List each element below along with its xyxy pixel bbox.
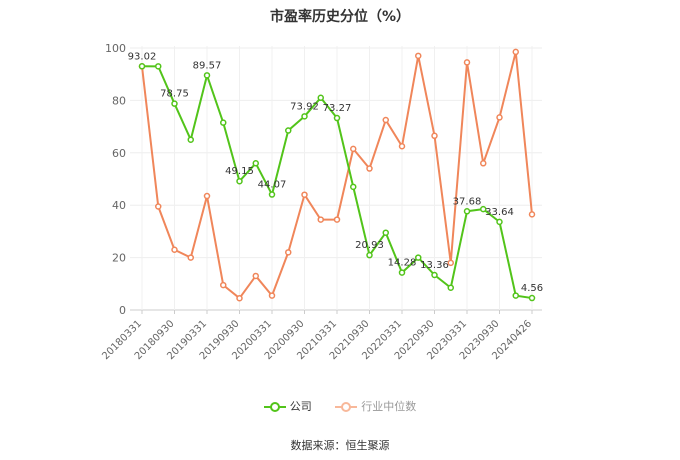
y-tick-label: 0 xyxy=(119,304,126,317)
data-point xyxy=(187,136,194,143)
legend-company-marker-icon xyxy=(263,402,286,412)
data-point xyxy=(447,284,454,291)
chart-title: 市盈率历史分位（%） xyxy=(269,9,411,25)
data-point xyxy=(155,203,162,210)
data-point xyxy=(366,165,373,172)
data-point xyxy=(366,251,373,259)
data-point xyxy=(398,269,406,276)
data-point xyxy=(155,63,162,70)
data-label: 73.27 xyxy=(323,103,352,114)
data-point xyxy=(333,114,341,122)
data-label: 44.07 xyxy=(258,180,287,191)
data-point xyxy=(187,254,194,261)
legend-item-industry-median[interactable]: 行业中位数 xyxy=(335,398,416,414)
data-point xyxy=(171,100,178,107)
data-label: 93.02 xyxy=(128,51,157,62)
data-point xyxy=(463,208,471,215)
data-point xyxy=(268,292,276,299)
data-label: 89.57 xyxy=(193,60,222,71)
data-source: 数据来源：恒生聚源 xyxy=(290,439,390,452)
data-point xyxy=(431,132,438,140)
y-tick-label: 100 xyxy=(105,42,126,55)
data-point xyxy=(463,59,471,66)
data-label: 78.75 xyxy=(160,89,189,100)
data-point xyxy=(301,191,308,198)
data-point xyxy=(301,113,308,120)
data-point xyxy=(252,272,259,280)
data-point xyxy=(236,294,243,302)
data-point xyxy=(528,211,536,218)
gridlines xyxy=(130,46,542,311)
data-point xyxy=(350,145,357,153)
data-label: 33.64 xyxy=(485,207,514,218)
y-tick-label: 80 xyxy=(112,94,126,107)
data-label: 14.28 xyxy=(388,258,417,269)
data-point xyxy=(203,192,211,200)
legend-industry-marker-icon xyxy=(335,402,358,412)
data-point xyxy=(431,271,438,279)
data-point xyxy=(333,216,341,223)
legend: 公司 行业中位数 xyxy=(0,398,680,414)
legend-industry-label: 行业中位数 xyxy=(361,400,417,413)
series-group xyxy=(138,48,536,302)
data-point xyxy=(285,127,292,134)
data-point xyxy=(496,218,503,226)
y-tick-label: 40 xyxy=(112,199,126,212)
data-point xyxy=(220,119,227,126)
data-label: 73.92 xyxy=(290,101,319,112)
data-label: 49.15 xyxy=(225,166,254,177)
legend-item-company[interactable]: 公司 xyxy=(263,398,312,414)
data-point xyxy=(512,292,519,299)
data-point xyxy=(382,116,389,124)
data-point xyxy=(236,177,243,185)
data-point xyxy=(252,160,259,167)
data-label: 13.36 xyxy=(420,260,449,271)
data-point xyxy=(415,254,422,261)
data-point xyxy=(203,72,211,79)
data-point xyxy=(317,94,324,102)
data-point xyxy=(528,294,536,302)
y-tick-label: 60 xyxy=(112,147,126,160)
data-point xyxy=(268,191,276,198)
data-point xyxy=(398,143,406,150)
data-point xyxy=(415,52,422,60)
data-labels: 93.02 78.75 89.57 49.15 44.07 73.92 73.27 20.93… xyxy=(128,51,543,294)
data-label: 20.93 xyxy=(355,240,384,251)
data-point xyxy=(171,246,178,253)
legend-company-label: 公司 xyxy=(289,400,312,413)
data-label: 4.56 xyxy=(521,283,543,294)
data-point xyxy=(317,216,324,223)
data-point xyxy=(512,48,519,56)
data-point xyxy=(480,205,487,213)
data-point xyxy=(382,229,389,236)
data-point xyxy=(138,63,146,70)
data-point xyxy=(480,160,487,167)
data-label: 37.68 xyxy=(453,196,482,207)
data-point xyxy=(350,183,357,191)
data-point xyxy=(447,259,454,267)
data-point xyxy=(285,249,292,256)
data-point xyxy=(220,281,227,289)
data-point xyxy=(496,114,503,121)
y-tick-label: 20 xyxy=(112,252,126,265)
